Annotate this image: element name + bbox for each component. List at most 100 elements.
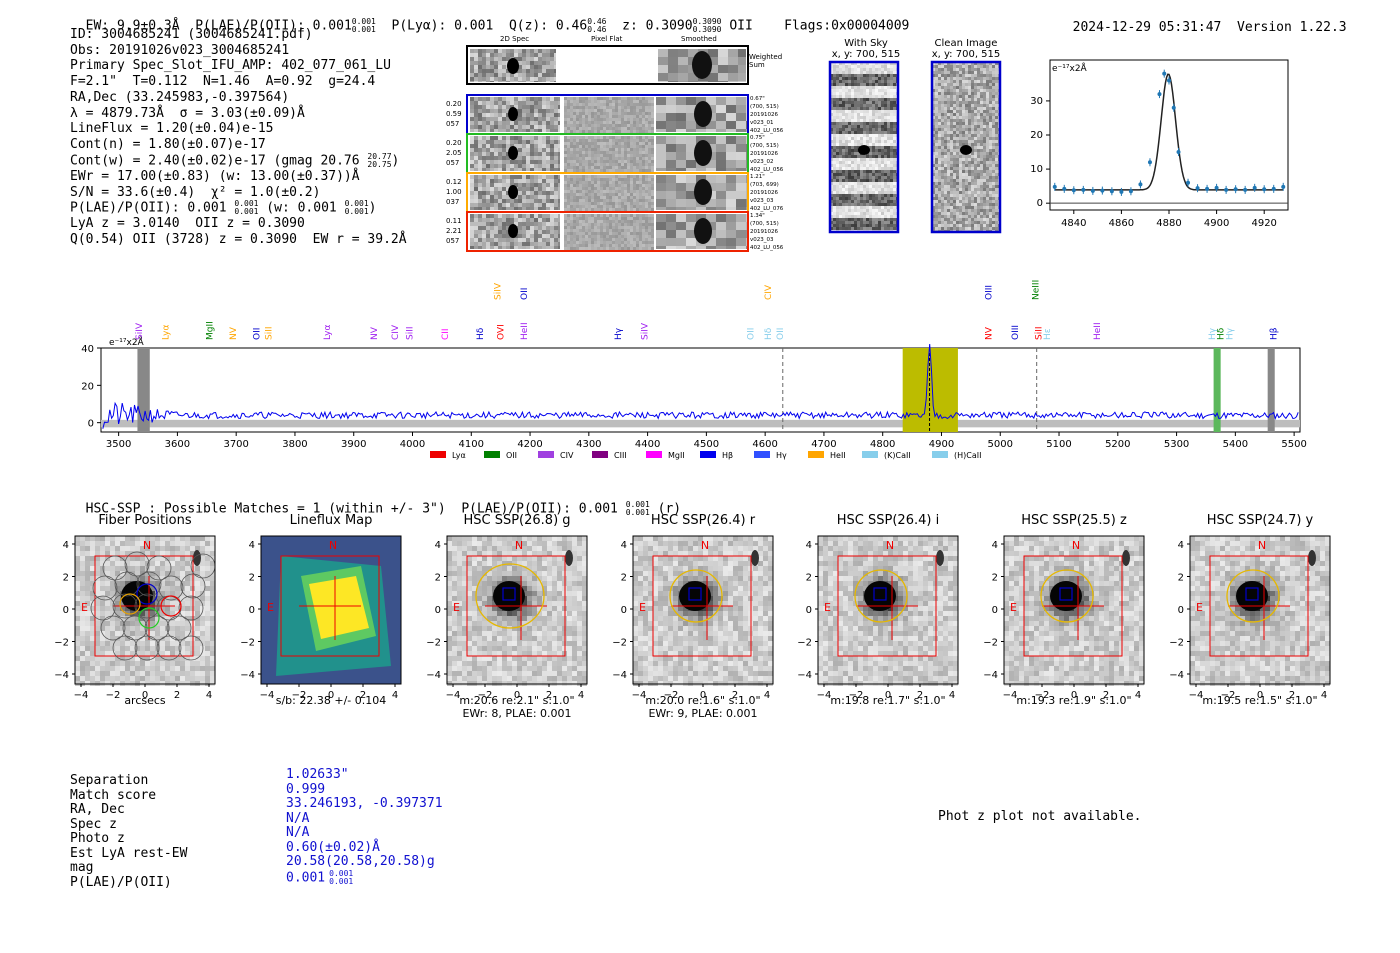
- hsc-north-label: N: [1072, 539, 1080, 552]
- hsc-ytick-label: 0: [806, 605, 812, 616]
- fiber-circle: [178, 635, 204, 661]
- spectrum-line-label: MgII: [206, 321, 216, 340]
- hsc-source: [493, 581, 525, 611]
- fiber-circle: [158, 575, 184, 601]
- info-lineflux: LineFlux = 1.20(±0.04)e-15: [70, 121, 274, 137]
- hsc-xtick-label: 2: [546, 690, 552, 701]
- hsc-ytick-label: 4: [621, 540, 627, 551]
- zoom-xtick-label: 4840: [1061, 218, 1086, 229]
- fiber-circle: [112, 635, 138, 661]
- hsc-xtick-label: 4: [1321, 690, 1327, 701]
- fiber-circle: [134, 635, 160, 661]
- spectrum-xtick-label: 3700: [223, 439, 248, 450]
- hsc-caption-4: m:19.8 re:1.7" s:1.0": [830, 694, 946, 707]
- zoom-point: [1205, 186, 1210, 191]
- legend-swatch-1: [484, 451, 500, 458]
- hsc-xtick-label: −4: [817, 690, 832, 701]
- legend-swatch-8: [862, 451, 878, 458]
- hsc-aperture: [1040, 569, 1094, 623]
- hsc-xtick-label: −4: [74, 690, 89, 701]
- hsc-source: [1236, 581, 1268, 611]
- info-lambda: λ = 4879.73Å σ = 3.03(±0.09)Å: [70, 105, 305, 121]
- col-smoothed: Smoothed: [681, 35, 717, 43]
- row-left-label-2: 0.12 1.00 037: [446, 178, 462, 206]
- row-right-label-2: 1.21" (703, 699) 20191026 v023_03 402_LU_076: [750, 174, 784, 212]
- hsc-xtick-label: 0: [1071, 690, 1077, 701]
- header-plae-frac: 0.001 0.001: [351, 17, 376, 34]
- match-key-6: mag: [70, 860, 94, 875]
- with-sky-image: [830, 62, 899, 233]
- fiber-circle: [136, 571, 162, 597]
- hsc-neighbor: [193, 550, 201, 566]
- row-smooth-source-2: [694, 179, 712, 205]
- hsc-panel-title-0: Fiber Positions: [98, 513, 192, 528]
- hsc-fiber-box: [1245, 587, 1259, 601]
- row-left-label-0: 0.20 0.59 057: [446, 100, 462, 128]
- match-value-2: 33.246193, -0.397371: [286, 796, 443, 811]
- hsc-ytick-label: 2: [992, 573, 998, 584]
- match-value-3: N/A: [286, 810, 310, 826]
- row-2d-source-1: [508, 146, 518, 160]
- zoom-point: [1171, 105, 1176, 110]
- spectrum-xtick-label: 4200: [517, 439, 542, 450]
- row-2d-source-3: [508, 224, 518, 238]
- cutout-panel: 2D Spec Pixel Flat Smoothed Weighted Sum…: [440, 33, 800, 258]
- hsc-aperture: [669, 569, 723, 623]
- row-right-label-0: 0.67" (700, 515) 20191026 v023_01 402_LU_056: [750, 96, 784, 134]
- cutout-images: [466, 45, 749, 252]
- hsc-north-label: N: [1258, 539, 1266, 552]
- hsc-xtick-label: 4: [949, 690, 955, 701]
- zoom-point: [1062, 186, 1067, 191]
- hsc-ytick-label: −2: [54, 638, 69, 649]
- fiber-green: [138, 607, 160, 629]
- zoom-point: [1100, 188, 1105, 193]
- sky-images: [828, 60, 1002, 234]
- hsc-east-label: E: [824, 601, 831, 614]
- fiber-orange: [119, 593, 141, 615]
- row-frame-3: [466, 211, 749, 252]
- spectrum-xtick-label: 4500: [694, 439, 719, 450]
- legend-label-9: (H)CaII: [954, 451, 981, 460]
- spectrum-line-label: Hδ: [476, 327, 486, 340]
- row-flat-1: [564, 136, 654, 172]
- hsc-ytick-label: −2: [426, 638, 441, 649]
- hsc-box: [94, 555, 194, 657]
- zoom-point: [1176, 150, 1181, 155]
- spectrum-line-label: Hδ: [764, 327, 774, 340]
- hsc-neighbor: [565, 550, 573, 566]
- weighted-2d-source: [507, 58, 519, 74]
- hsc-xtick-label: −2: [106, 690, 121, 701]
- row-left-label-1: 0.20 2.05 057: [446, 139, 462, 167]
- hsc-panel-image-6: N E 4 2 0 −2 −4 −4 −2 0 2 4: [1169, 535, 1331, 701]
- zoom-point: [1119, 189, 1124, 194]
- info-contn: Cont(n) = 1.80(±0.07)e-17: [70, 136, 266, 152]
- hsc-xtick-label: −2: [478, 690, 493, 701]
- row-flat-3: [564, 214, 654, 250]
- hsc-xtick-label: 4: [578, 690, 584, 701]
- spectrum-line-label: Hδ: [1217, 327, 1227, 340]
- hsc-ytick-label: 0: [992, 605, 998, 616]
- hsc-xtick-label: −2: [1035, 690, 1050, 701]
- spectrum-line-label: OII: [776, 328, 786, 340]
- match-key-3: Spec z: [70, 816, 117, 832]
- hsc-panel-title-5: HSC SSP(25.5) z: [1021, 513, 1127, 528]
- legend-label-2: CIV: [560, 451, 574, 460]
- spectrum-line-label: SiIV: [135, 322, 145, 340]
- spectrum-xtick-label: 5500: [1281, 439, 1306, 450]
- zoom-xtick-label: 4860: [1109, 218, 1134, 229]
- hsc-box: [1209, 555, 1309, 657]
- header-ew: EW: 9.9±0.3Å: [85, 18, 180, 34]
- zoom-point: [1081, 187, 1086, 192]
- fiber-circle: [114, 571, 140, 597]
- zoom-point: [1138, 182, 1143, 187]
- fiber-circle: [146, 555, 172, 581]
- row-2d-1: [470, 136, 560, 171]
- spectrum-line-label: SiIV: [494, 282, 504, 300]
- hsc-panels: Fiber Positions N E 4 2 0 −2 −4 −4 −2 0 2 4 arcsecs Li…: [0, 510, 1400, 725]
- with-sky-title: With Sky x, y: 700, 515: [831, 38, 901, 60]
- hsc-ytick-label: 0: [1178, 605, 1184, 616]
- legend-swatch-9: [932, 451, 948, 458]
- hsc-xtick-label: −4: [1003, 690, 1018, 701]
- row-flat-2: [564, 175, 654, 211]
- photz-note: Phot z plot not available.: [938, 809, 1142, 824]
